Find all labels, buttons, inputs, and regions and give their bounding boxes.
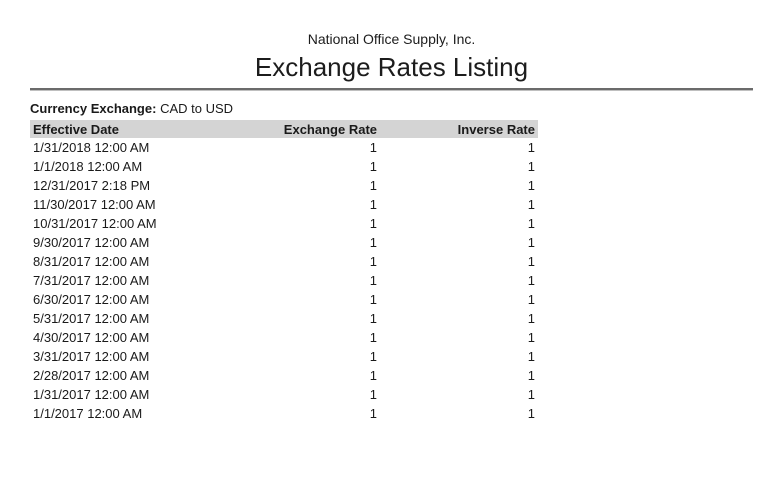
rates-table-body: 1/31/2018 12:00 AM 1 1 1/1/2018 12:00 AM 1 1 1… [30,138,538,423]
exchange-rate-cell: 1 [369,330,377,345]
column-header-exchange-rate: Exchange Rate [280,120,380,138]
exchange-rate-cell: 1 [369,387,377,402]
inverse-rate-cell: 1 [527,273,535,288]
exchange-rate-cell: 1 [369,254,377,269]
table-header-row: Effective Date Exchange Rate Inverse Rat… [30,120,538,138]
exchange-rate-cell: 1 [369,140,377,155]
effective-date-cell: 1/31/2017 12:00 AM [33,387,150,402]
inverse-rate-cell: 1 [527,406,535,421]
effective-date-cell: 1/1/2018 12:00 AM [33,159,143,174]
table-row: 9/30/2017 12:00 AM 1 1 [30,233,538,252]
exchange-rates-table: Effective Date Exchange Rate Inverse Rat… [30,120,538,423]
inverse-rate-cell: 1 [527,349,535,364]
report-page: National Office Supply, Inc. Exchange Ra… [30,31,753,423]
exchange-rate-cell: 1 [369,292,377,307]
table-row: 11/30/2017 12:00 AM 1 1 [30,195,538,214]
company-name: National Office Supply, Inc. [307,31,476,47]
inverse-rate-cell: 1 [527,292,535,307]
effective-date-cell: 1/1/2017 12:00 AM [33,406,143,421]
exchange-rate-cell: 1 [369,178,377,193]
currency-exchange-filter: Currency Exchange: CAD to USD [30,101,753,116]
exchange-rate-cell: 1 [369,406,377,421]
table-row: 4/30/2017 12:00 AM 1 1 [30,328,538,347]
effective-date-cell: 1/31/2018 12:00 AM [33,140,150,155]
exchange-rate-cell: 1 [369,311,377,326]
column-header-inverse-rate: Inverse Rate [380,120,538,138]
inverse-rate-cell: 1 [527,387,535,402]
table-row: 1/31/2018 12:00 AM 1 1 [30,138,538,157]
effective-date-cell: 2/28/2017 12:00 AM [33,368,150,383]
table-row: 2/28/2017 12:00 AM 1 1 [30,366,538,385]
exchange-rate-cell: 1 [369,159,377,174]
inverse-rate-cell: 1 [527,140,535,155]
effective-date-cell: 12/31/2017 2:18 PM [33,178,151,193]
table-row: 1/1/2017 12:00 AM 1 1 [30,404,538,423]
exchange-rate-cell: 1 [369,273,377,288]
effective-date-cell: 3/31/2017 12:00 AM [33,349,150,364]
page-title: Exchange Rates Listing [254,52,529,82]
table-row: 1/31/2017 12:00 AM 1 1 [30,385,538,404]
inverse-rate-cell: 1 [527,254,535,269]
effective-date-cell: 5/31/2017 12:00 AM [33,311,150,326]
effective-date-cell: 9/30/2017 12:00 AM [33,235,150,250]
inverse-rate-cell: 1 [527,311,535,326]
title-separator-rule [30,88,753,91]
exchange-rate-cell: 1 [369,349,377,364]
inverse-rate-cell: 1 [527,197,535,212]
inverse-rate-cell: 1 [527,159,535,174]
exchange-rate-cell: 1 [369,216,377,231]
effective-date-cell: 11/30/2017 12:00 AM [33,197,156,212]
table-row: 6/30/2017 12:00 AM 1 1 [30,290,538,309]
effective-date-cell: 10/31/2017 12:00 AM [33,216,157,231]
table-row: 10/31/2017 12:00 AM 1 1 [30,214,538,233]
column-header-effective-date: Effective Date [30,120,280,138]
inverse-rate-cell: 1 [527,216,535,231]
inverse-rate-cell: 1 [527,178,535,193]
table-row: 7/31/2017 12:00 AM 1 1 [30,271,538,290]
inverse-rate-cell: 1 [527,235,535,250]
table-row: 5/31/2017 12:00 AM 1 1 [30,309,538,328]
table-row: 12/31/2017 2:18 PM 1 1 [30,176,538,195]
inverse-rate-cell: 1 [527,368,535,383]
inverse-rate-cell: 1 [527,330,535,345]
filter-label: Currency Exchange: [30,101,157,116]
effective-date-cell: 4/30/2017 12:00 AM [33,330,150,345]
effective-date-cell: 7/31/2017 12:00 AM [33,273,150,288]
table-row: 1/1/2018 12:00 AM 1 1 [30,157,538,176]
exchange-rate-cell: 1 [369,368,377,383]
effective-date-cell: 8/31/2017 12:00 AM [33,254,150,269]
exchange-rate-cell: 1 [369,235,377,250]
effective-date-cell: 6/30/2017 12:00 AM [33,292,150,307]
exchange-rate-cell: 1 [369,197,377,212]
table-row: 3/31/2017 12:00 AM 1 1 [30,347,538,366]
table-row: 8/31/2017 12:00 AM 1 1 [30,252,538,271]
filter-value: CAD to USD [160,101,234,116]
